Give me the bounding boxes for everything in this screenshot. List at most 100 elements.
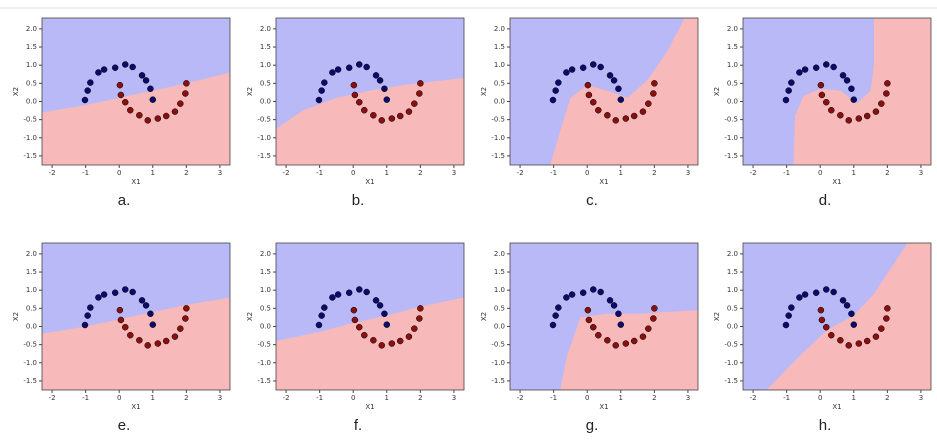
point [604, 337, 611, 344]
y-tick-label: 1.0 [260, 286, 271, 294]
y-tick-label: 0.0 [494, 322, 505, 330]
point [883, 315, 890, 322]
x-tick-label: 2 [184, 169, 188, 177]
point [183, 305, 190, 312]
point [100, 291, 108, 298]
point [549, 96, 557, 104]
y-tick-label: -0.5 [23, 341, 37, 349]
point [645, 325, 652, 332]
point [361, 106, 368, 114]
x-axis-label: X1 [832, 403, 841, 411]
point [650, 90, 657, 97]
point [863, 337, 871, 345]
point [597, 288, 604, 296]
y-tick-label: 1.5 [26, 43, 37, 51]
point [81, 96, 89, 104]
point [848, 310, 855, 318]
point [884, 80, 891, 87]
point [182, 90, 189, 97]
x-tick-label: 1 [619, 169, 623, 177]
point [372, 297, 380, 304]
y-tick-label: -1.5 [257, 152, 271, 160]
y-tick-label: 1.5 [494, 43, 505, 51]
y-tick-label: 2.0 [26, 250, 37, 258]
point [610, 302, 618, 309]
y-tick-label: 0.0 [727, 322, 738, 330]
point [872, 333, 880, 340]
point [177, 325, 184, 332]
point [177, 100, 184, 107]
panel-label: a. [118, 192, 131, 209]
point [850, 321, 858, 328]
point [584, 306, 592, 314]
y-tick-label: -1.5 [23, 152, 37, 160]
point [848, 85, 855, 93]
point [147, 85, 154, 93]
point [878, 325, 885, 332]
y-tick-label: 0.5 [260, 79, 271, 87]
y-tick-label: 2.0 [260, 25, 271, 33]
region-above [510, 243, 698, 390]
point [315, 321, 323, 329]
point [622, 340, 630, 347]
point [95, 69, 102, 76]
point [606, 72, 614, 79]
x-tick-label: 3 [686, 394, 690, 402]
point [788, 79, 795, 86]
point [95, 294, 102, 301]
point [136, 112, 143, 119]
y-tick-label: -0.5 [724, 116, 738, 124]
x-tick-label: -1 [783, 169, 790, 177]
x-tick-label: -2 [517, 169, 524, 177]
y-tick-label: -1.0 [23, 359, 37, 367]
y-tick-label: 1.0 [26, 61, 37, 69]
x-tick-label: 0 [818, 169, 822, 177]
point [183, 80, 190, 87]
point [381, 310, 388, 318]
x-tick-label: 1 [619, 394, 623, 402]
point [87, 79, 94, 86]
point [837, 337, 844, 344]
point [552, 312, 559, 319]
point [356, 98, 363, 106]
point [144, 117, 151, 124]
point [606, 297, 614, 304]
y-tick-label: -1.5 [724, 152, 738, 160]
point [595, 106, 602, 114]
point [845, 117, 852, 124]
point [334, 66, 342, 73]
y-axis-label: X2 [713, 87, 721, 96]
point [884, 305, 891, 312]
x-tick-label: 1 [385, 169, 389, 177]
point [872, 108, 880, 115]
y-axis-label: X2 [246, 87, 254, 96]
x-axis-label: X1 [131, 403, 140, 411]
x-tick-label: -1 [316, 169, 323, 177]
region-above [743, 243, 908, 390]
point [830, 288, 837, 296]
point [351, 316, 359, 324]
point [843, 77, 851, 84]
point [381, 85, 388, 93]
plot-frame [275, 17, 465, 166]
point [171, 108, 179, 115]
x-tick-label: -1 [82, 169, 89, 177]
point [136, 337, 143, 344]
y-tick-label: 1.0 [727, 286, 738, 294]
y-axis-label: X2 [480, 87, 488, 96]
point [383, 321, 391, 328]
point [878, 100, 885, 107]
x-tick-label: -2 [750, 169, 757, 177]
x-tick-label: 1 [385, 394, 389, 402]
point [590, 323, 597, 331]
point [129, 288, 136, 296]
point [579, 289, 587, 296]
point [376, 77, 384, 84]
point [796, 294, 803, 301]
y-tick-label: 1.0 [494, 61, 505, 69]
point [610, 77, 618, 84]
plot-frame [509, 242, 699, 391]
point [416, 90, 423, 97]
point [651, 80, 658, 87]
